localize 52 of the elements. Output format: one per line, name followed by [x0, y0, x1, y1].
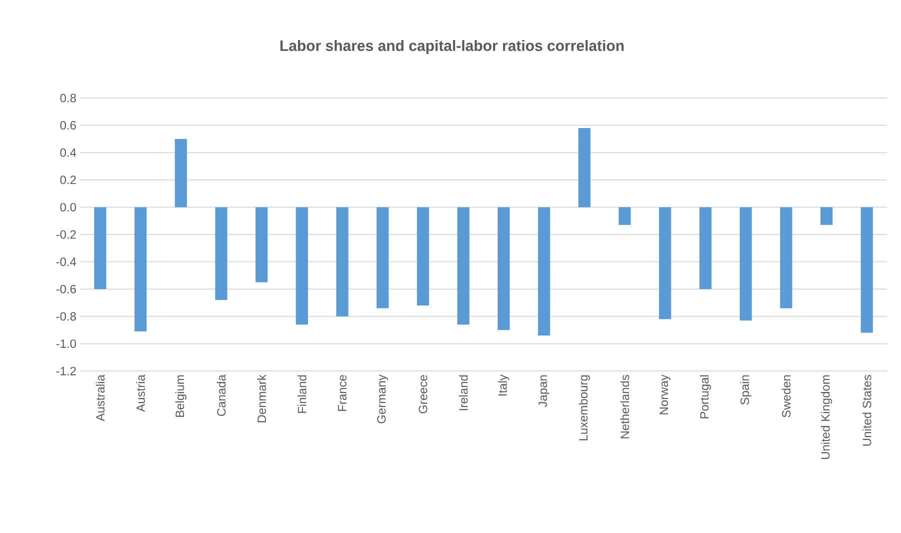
y-tick-label: -0.2	[56, 230, 76, 239]
chart-title: Labor shares and capital-labor ratios correlation	[280, 40, 624, 54]
x-tick-label: Germany	[377, 374, 388, 424]
y-tick-label: 0.6	[60, 121, 76, 130]
bar	[256, 207, 268, 282]
y-tick-label: -1.2	[56, 366, 76, 376]
bar	[659, 207, 672, 320]
x-tick-label: Denmark	[257, 374, 266, 422]
y-tick-label: 0.8	[60, 94, 76, 102]
bar	[699, 207, 712, 290]
y-tick-label: -0.4	[56, 258, 76, 266]
x-tick-label: Austria	[136, 374, 145, 412]
x-tick-label: Greece	[418, 375, 428, 414]
x-tick-label: Luxembourg	[578, 375, 590, 440]
bar	[174, 138, 187, 208]
y-tick-label: 0.2	[60, 176, 76, 184]
x-tick-label: Australia	[96, 374, 105, 422]
bar	[376, 207, 389, 308]
bar	[780, 207, 792, 308]
bar	[457, 207, 470, 325]
bar	[134, 207, 147, 332]
x-tick-label: France	[338, 375, 346, 411]
bar	[416, 207, 430, 306]
x-tick-label: Belgium	[175, 375, 186, 417]
y-tick-label: -1.0	[56, 339, 76, 348]
bar	[578, 128, 590, 208]
x-tick-label: Ireland	[458, 375, 468, 410]
x-tick-label: Italy	[498, 374, 510, 396]
y-tick-label: 0.0	[60, 202, 76, 212]
x-tick-label: Portugal	[700, 375, 712, 418]
x-tick-label: Spain	[740, 375, 752, 405]
bar	[215, 207, 228, 300]
x-tick-label: Finland	[298, 375, 306, 413]
bar	[296, 207, 308, 325]
bar	[498, 207, 510, 330]
bar	[860, 207, 873, 333]
bar	[538, 207, 550, 336]
bar	[820, 207, 833, 225]
x-tick-label: Norway	[660, 374, 670, 414]
bar	[618, 207, 631, 225]
bar	[336, 207, 348, 316]
y-tick-label: -0.6	[56, 284, 76, 294]
x-tick-label: United Kingdom	[820, 375, 832, 459]
x-tick-label: Japan	[538, 375, 550, 408]
y-tick-label: -0.8	[56, 312, 76, 321]
x-tick-label: Sweden	[782, 375, 791, 418]
x-tick-label: United States	[862, 374, 872, 446]
y-tick-label: 0.4	[60, 148, 76, 157]
bar	[94, 207, 106, 290]
x-tick-label: Netherlands	[620, 374, 630, 438]
bar	[740, 207, 752, 320]
x-tick-label: Canada	[216, 374, 226, 416]
